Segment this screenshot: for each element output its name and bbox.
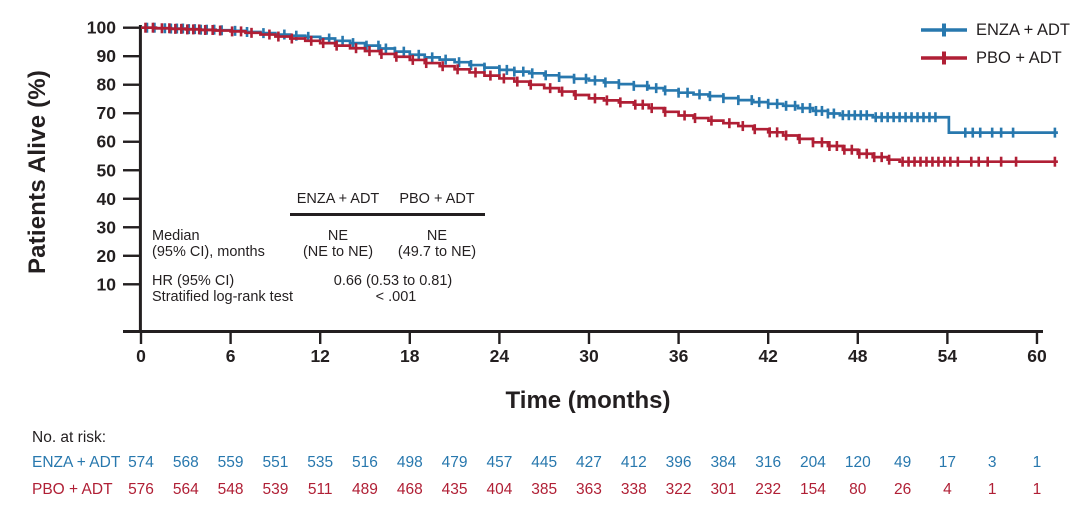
legend: ENZA + ADT PBO + ADT: [921, 20, 1070, 67]
risk-count: 404: [486, 481, 513, 498]
risk-count: 80: [849, 481, 867, 498]
hr-value: 0.66 (0.53 to 0.81): [333, 273, 453, 289]
risk-count: 384: [710, 454, 737, 471]
risk-count: 3: [987, 454, 997, 471]
median-label-line1: Median: [152, 228, 200, 244]
risk-count: 539: [262, 481, 289, 498]
risk-row-label-pbo: PBO + ADT: [32, 481, 113, 498]
risk-count: 516: [352, 454, 378, 471]
y-tick-label: 20: [97, 246, 117, 266]
median-pbo-value: NE: [426, 228, 448, 244]
risk-count: 551: [262, 454, 289, 471]
x-axis-title: Time (months): [505, 387, 671, 414]
risk-count: 322: [665, 481, 692, 498]
logrank-value: < .001: [375, 289, 417, 305]
x-tick-label: 12: [310, 346, 330, 366]
risk-count: 204: [800, 454, 826, 471]
risk-count: 385: [531, 481, 558, 498]
x-tick-label: 54: [938, 346, 958, 366]
risk-count: 427: [576, 454, 602, 471]
y-tick-label: 60: [97, 132, 117, 152]
risk-count: 26: [893, 481, 912, 498]
risk-count: 301: [710, 481, 737, 498]
risk-count: 445: [531, 454, 558, 471]
x-tick-label: 24: [490, 346, 510, 366]
risk-count: 363: [576, 481, 602, 498]
risk-count: 1: [1032, 481, 1042, 498]
risk-count: 468: [396, 481, 423, 498]
risk-table-title: No. at risk:: [32, 429, 107, 446]
y-tick-label: 30: [97, 217, 117, 237]
legend-item-enza: ENZA + ADT: [921, 20, 1070, 39]
median-label-line2: (95% CI), months: [152, 244, 265, 260]
x-tick-label: 36: [669, 346, 689, 366]
stats-col-header-pbo: PBO + ADT: [399, 191, 475, 207]
risk-count: 232: [755, 481, 782, 498]
median-pbo-ci: (49.7 to NE): [397, 244, 477, 260]
y-tick-label: 90: [97, 46, 117, 66]
risk-count: 316: [755, 454, 782, 471]
y-tick-label: 100: [87, 18, 116, 38]
x-tick-label: 0: [136, 346, 146, 366]
stats-header-rule: [290, 213, 485, 216]
x-tick-label: 30: [579, 346, 599, 366]
risk-count: 574: [128, 454, 154, 471]
x-tick-label: 42: [758, 346, 778, 366]
risk-count: 568: [172, 454, 199, 471]
risk-count: 412: [620, 454, 647, 471]
risk-count: 498: [396, 454, 423, 471]
median-enza-ci: (NE to NE): [302, 244, 374, 260]
stats-col-header-enza: ENZA + ADT: [296, 191, 380, 207]
y-tick-label: 40: [97, 189, 117, 209]
risk-count: 4: [943, 481, 952, 498]
x-tick-label: 48: [848, 346, 868, 366]
hr-label: HR (95% CI): [152, 273, 235, 289]
risk-count: 49: [893, 454, 912, 471]
logrank-label: Stratified log-rank test: [152, 289, 294, 305]
median-enza-value: NE: [327, 228, 349, 244]
y-tick-label: 50: [97, 160, 117, 180]
enza-line-marker-icon: [921, 23, 967, 37]
x-tick-label: 18: [400, 346, 420, 366]
x-tick-label: 6: [226, 346, 236, 366]
risk-count: 338: [620, 481, 647, 498]
x-tick-label: 60: [1027, 346, 1047, 366]
risk-count: 511: [307, 481, 333, 498]
risk-count: 457: [486, 454, 513, 471]
risk-count: 435: [441, 481, 468, 498]
risk-count: 17: [938, 454, 956, 471]
risk-count: 548: [217, 481, 244, 498]
y-tick-label: 80: [97, 75, 117, 95]
risk-count: 489: [352, 481, 378, 498]
risk-count: 396: [665, 454, 692, 471]
risk-count: 576: [128, 481, 154, 498]
risk-count: 154: [800, 481, 826, 498]
risk-count: 559: [217, 454, 244, 471]
risk-row-label-enza: ENZA + ADT: [32, 454, 121, 471]
risk-count: 564: [172, 481, 199, 498]
y-tick-label: 70: [97, 103, 117, 123]
risk-count: 1: [1032, 454, 1042, 471]
risk-count: 120: [844, 454, 871, 471]
risk-count: 535: [307, 454, 334, 471]
legend-item-pbo: PBO + ADT: [921, 48, 1070, 67]
y-tick-label: 10: [97, 274, 117, 294]
legend-label-pbo: PBO + ADT: [976, 48, 1062, 67]
legend-label-enza: ENZA + ADT: [976, 20, 1070, 39]
km-curve-pbo: [141, 26, 1058, 164]
risk-count: 1: [987, 481, 997, 498]
pbo-line-marker-icon: [921, 51, 967, 65]
risk-count: 479: [441, 454, 468, 471]
